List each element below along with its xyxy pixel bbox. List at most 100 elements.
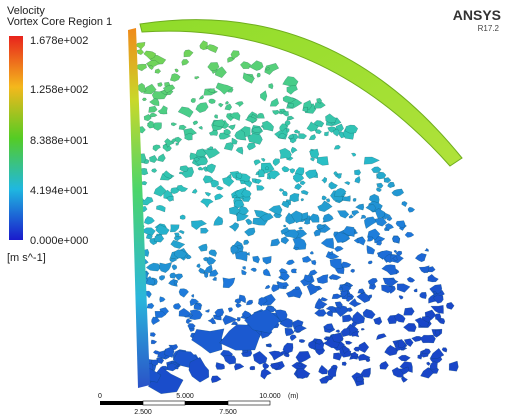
vortex-blob <box>414 289 417 292</box>
scale-segment <box>228 401 270 405</box>
vortex-blob <box>201 228 209 233</box>
vortex-blob <box>153 123 162 131</box>
vortex-blob <box>192 189 197 194</box>
vortex-blob <box>352 210 359 216</box>
vortex-blob <box>259 170 265 178</box>
vortex-blob <box>315 309 327 316</box>
vortex-blob <box>407 277 415 282</box>
vortex-blob <box>356 204 364 210</box>
vortex-blob <box>363 309 375 319</box>
vortex-blob <box>317 275 328 284</box>
vortex-blob <box>173 303 181 309</box>
vortex-blob <box>235 251 247 261</box>
vortex-blob <box>204 265 213 273</box>
vortex-blob <box>337 211 349 219</box>
vortex-blob <box>427 362 431 366</box>
vortex-blob <box>342 315 352 322</box>
vortex-blob <box>422 349 431 355</box>
vortex-blob <box>200 41 208 50</box>
vortex-blob <box>251 268 257 272</box>
vortex-blob <box>191 98 196 103</box>
vortex-blob <box>288 103 294 107</box>
vortex-blob <box>364 217 376 229</box>
vortex-blob <box>260 91 267 102</box>
vortex-blob <box>283 225 286 227</box>
vortex-blob <box>353 198 356 201</box>
vortex-blob <box>355 176 361 183</box>
vortex-blob <box>385 223 393 230</box>
vortex-blob <box>185 134 193 141</box>
vortex-blob <box>270 98 279 106</box>
vortex-blob <box>282 201 290 208</box>
vortex-blob <box>170 225 179 232</box>
vortex-blob <box>151 340 157 344</box>
vortex-blob <box>211 376 221 383</box>
vortex-cores <box>135 41 458 394</box>
vortex-blob <box>226 101 229 104</box>
vortex-blob <box>404 308 415 316</box>
vortex-blob <box>408 207 415 212</box>
vortex-blob <box>254 160 261 166</box>
vortex-blob <box>342 362 347 366</box>
vortex-blob <box>328 368 337 377</box>
vortex-blob <box>425 248 429 251</box>
vortex-blob <box>184 50 193 57</box>
vortex-blob <box>392 189 404 196</box>
vortex-blob <box>403 323 416 332</box>
scale-unit: (m) <box>288 393 299 400</box>
vortex-blob <box>159 275 165 280</box>
vortex-blob <box>170 74 180 82</box>
vortex-blob <box>294 130 300 134</box>
vortex-blob <box>300 181 305 185</box>
vortex-blob <box>263 269 271 276</box>
vortex-blob <box>294 247 299 250</box>
vortex-blob <box>317 157 328 166</box>
vortex-blob <box>322 196 327 200</box>
vortex-blob <box>430 361 438 369</box>
vortex-blob <box>375 208 385 218</box>
vortex-blob <box>155 69 161 74</box>
vortex-blob <box>326 199 330 203</box>
vortex-blob <box>380 361 389 369</box>
vortex-blob <box>146 263 161 271</box>
vortex-blob <box>213 277 217 281</box>
vortex-blob <box>282 166 290 172</box>
vortex-blob <box>209 250 217 257</box>
vortex-blob <box>175 69 179 73</box>
vortex-blob <box>318 201 333 212</box>
vortex-blob <box>244 228 255 236</box>
vortex-blob <box>314 230 321 237</box>
vortex-blob <box>428 274 439 282</box>
vortex-blob <box>234 364 244 371</box>
vortex-blob <box>225 104 232 110</box>
vortex-blob <box>257 185 265 190</box>
vortex-blob <box>156 205 165 212</box>
vortex-blob <box>216 83 233 95</box>
vortex-blob <box>382 265 397 275</box>
vortex-blob <box>367 245 375 254</box>
vortex-blob <box>296 351 311 363</box>
vortex-blob <box>197 264 201 268</box>
vortex-blob <box>364 157 380 164</box>
vortex-blob <box>374 317 383 325</box>
vortex-blob <box>367 237 373 242</box>
vortex-blob <box>341 328 350 337</box>
vortex-blob <box>262 121 274 131</box>
vortex-blob <box>136 64 147 71</box>
vortex-blob <box>192 329 225 354</box>
vortex-blob <box>243 266 246 269</box>
vortex-blob <box>158 82 163 86</box>
vortex-blob <box>199 126 203 129</box>
vortex-blob <box>236 147 243 154</box>
vortex-blob <box>329 182 338 190</box>
vortex-blob <box>180 215 185 220</box>
vortex-blob <box>446 302 454 309</box>
vortex-blob <box>272 110 279 115</box>
vortex-blob <box>160 297 166 303</box>
vortex-blob <box>179 230 185 234</box>
vortex-blob <box>402 201 408 207</box>
legend-unit: [m s^-1] <box>7 252 46 264</box>
vortex-blob <box>420 335 435 343</box>
vortex-blob <box>358 237 366 245</box>
vortex-blob <box>324 132 329 136</box>
